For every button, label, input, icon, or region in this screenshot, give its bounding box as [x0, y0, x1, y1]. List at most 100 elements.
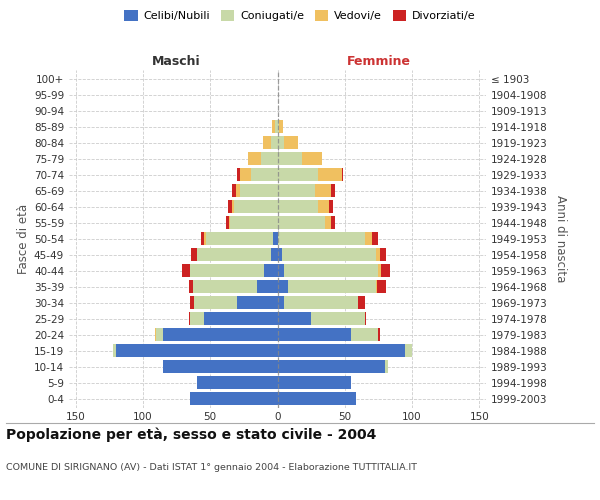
- Y-axis label: Anni di nascita: Anni di nascita: [554, 195, 567, 282]
- Bar: [358, 296, 365, 309]
- Bar: [240, 184, 277, 197]
- Bar: [284, 264, 379, 277]
- Bar: [379, 328, 380, 341]
- Text: Maschi: Maschi: [152, 54, 201, 68]
- Bar: [318, 168, 342, 181]
- Bar: [197, 248, 271, 261]
- Bar: [277, 264, 284, 277]
- Bar: [226, 216, 229, 229]
- Bar: [272, 120, 275, 133]
- Bar: [277, 360, 385, 373]
- Bar: [325, 216, 331, 229]
- Bar: [352, 328, 379, 341]
- Bar: [257, 280, 277, 293]
- Bar: [157, 328, 163, 341]
- Bar: [237, 168, 240, 181]
- Bar: [331, 216, 335, 229]
- Bar: [201, 232, 203, 245]
- Bar: [284, 136, 298, 149]
- Bar: [274, 232, 277, 245]
- Bar: [277, 312, 311, 325]
- Bar: [116, 344, 277, 357]
- Bar: [163, 328, 277, 341]
- Bar: [203, 232, 206, 245]
- Bar: [277, 184, 315, 197]
- Bar: [182, 264, 190, 277]
- Text: Popolazione per età, sesso e stato civile - 2004: Popolazione per età, sesso e stato civil…: [6, 428, 376, 442]
- Bar: [342, 168, 343, 181]
- Bar: [264, 264, 277, 277]
- Bar: [277, 248, 281, 261]
- Bar: [281, 248, 376, 261]
- Bar: [371, 232, 379, 245]
- Y-axis label: Fasce di età: Fasce di età: [17, 204, 30, 274]
- Bar: [271, 136, 277, 149]
- Bar: [155, 328, 157, 341]
- Bar: [277, 168, 318, 181]
- Bar: [203, 312, 277, 325]
- Bar: [190, 264, 264, 277]
- Bar: [315, 184, 331, 197]
- Bar: [263, 136, 271, 149]
- Bar: [113, 344, 116, 357]
- Bar: [302, 152, 322, 165]
- Bar: [311, 312, 365, 325]
- Text: Femmine: Femmine: [346, 54, 410, 68]
- Bar: [271, 248, 277, 261]
- Bar: [232, 184, 236, 197]
- Bar: [277, 328, 352, 341]
- Bar: [377, 280, 386, 293]
- Bar: [318, 200, 329, 213]
- Bar: [191, 248, 197, 261]
- Bar: [235, 200, 277, 213]
- Bar: [380, 248, 386, 261]
- Bar: [329, 200, 332, 213]
- Bar: [277, 136, 284, 149]
- Bar: [190, 392, 277, 405]
- Bar: [277, 120, 279, 133]
- Bar: [236, 184, 240, 197]
- Bar: [232, 200, 235, 213]
- Bar: [194, 296, 237, 309]
- Bar: [376, 280, 377, 293]
- Bar: [277, 280, 288, 293]
- Bar: [277, 376, 352, 389]
- Bar: [240, 168, 251, 181]
- Bar: [365, 312, 366, 325]
- Bar: [277, 216, 325, 229]
- Bar: [277, 296, 284, 309]
- Bar: [251, 168, 277, 181]
- Bar: [277, 344, 405, 357]
- Bar: [189, 280, 193, 293]
- Bar: [206, 232, 274, 245]
- Bar: [277, 200, 318, 213]
- Bar: [379, 264, 381, 277]
- Bar: [288, 280, 376, 293]
- Text: COMUNE DI SIRIGNANO (AV) - Dati ISTAT 1° gennaio 2004 - Elaborazione TUTTITALIA.: COMUNE DI SIRIGNANO (AV) - Dati ISTAT 1°…: [6, 462, 417, 471]
- Bar: [190, 296, 194, 309]
- Bar: [284, 296, 358, 309]
- Bar: [189, 312, 190, 325]
- Bar: [163, 360, 277, 373]
- Bar: [197, 376, 277, 389]
- Bar: [230, 216, 277, 229]
- Bar: [331, 184, 335, 197]
- Legend: Celibi/Nubili, Coniugati/e, Vedovi/e, Divorziati/e: Celibi/Nubili, Coniugati/e, Vedovi/e, Di…: [120, 6, 480, 25]
- Bar: [229, 216, 230, 229]
- Bar: [381, 264, 391, 277]
- Bar: [277, 392, 356, 405]
- Bar: [248, 152, 262, 165]
- Bar: [376, 248, 380, 261]
- Bar: [277, 232, 365, 245]
- Bar: [405, 344, 412, 357]
- Bar: [190, 312, 203, 325]
- Bar: [237, 296, 277, 309]
- Bar: [365, 232, 371, 245]
- Bar: [228, 200, 232, 213]
- Bar: [277, 152, 302, 165]
- Bar: [193, 280, 257, 293]
- Bar: [275, 120, 277, 133]
- Bar: [279, 120, 283, 133]
- Bar: [262, 152, 277, 165]
- Bar: [385, 360, 388, 373]
